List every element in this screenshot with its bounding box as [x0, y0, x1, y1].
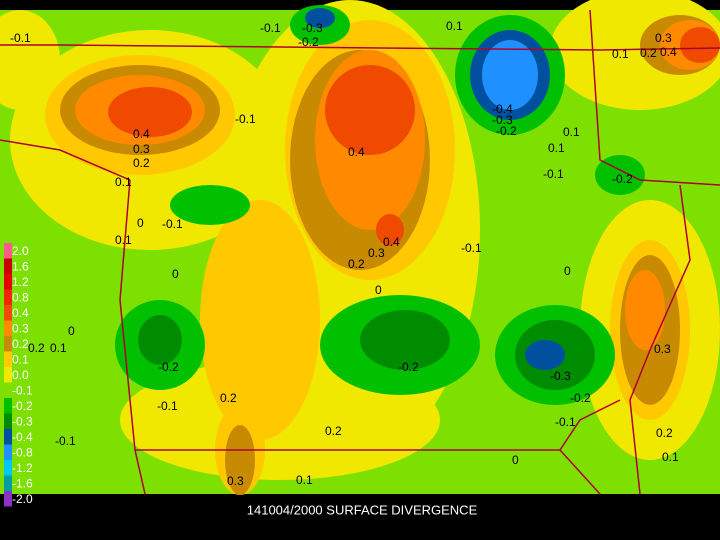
legend-swatch	[4, 336, 12, 352]
contour-label: -0.1	[157, 399, 178, 413]
contour-label: 0	[512, 453, 519, 467]
contour-label: -0.2	[570, 391, 591, 405]
contour-label: 0.3	[133, 142, 150, 156]
contour-label: -0.2	[612, 172, 633, 186]
legend-swatch	[4, 305, 12, 321]
contour-label: 0.3	[655, 31, 672, 45]
legend-label: 0.1	[12, 353, 29, 367]
legend-swatch	[4, 320, 12, 336]
contour-label: -0.1	[10, 31, 31, 45]
legend-swatch	[4, 258, 12, 274]
map-title: 141004/2000 SURFACE DIVERGENCE	[247, 502, 478, 517]
contour-label: 0.1	[563, 125, 580, 139]
legend-label: -0.4	[12, 430, 33, 444]
contour-label: 0.2	[325, 424, 342, 438]
contour-label: 0.4	[660, 45, 677, 59]
contour-label: 0.1	[296, 473, 313, 487]
legend-swatch	[4, 475, 12, 491]
legend-label: -1.2	[12, 461, 33, 475]
contour-label: 0.4	[348, 145, 365, 159]
contour-labels: -0.1-0.1 -0.3-0.20.10.30.1 0.2 0.40.40.30.2…	[10, 19, 679, 488]
legend-label: -0.1	[12, 384, 33, 398]
legend-label: 0.2	[12, 337, 29, 351]
contour-label: 0	[375, 283, 382, 297]
legend-label: 2.0	[12, 244, 29, 258]
contour-label: 0.1	[548, 141, 565, 155]
contour-label: -0.2	[496, 124, 517, 138]
contour-label: 0.1	[115, 175, 132, 189]
contour-label: 0.4	[133, 127, 150, 141]
contour-label: -0.1	[461, 241, 482, 255]
legend-label: 1.2	[12, 275, 29, 289]
legend-swatch	[4, 429, 12, 445]
contour-label: 0	[172, 267, 179, 281]
contour-label: 0.1	[446, 19, 463, 33]
contour-label: -0.2	[298, 35, 319, 49]
legend-swatch	[4, 491, 12, 507]
contour-label: 0.1	[115, 233, 132, 247]
contour-label: 0.4	[383, 235, 400, 249]
contour-label: -0.1	[162, 217, 183, 231]
legend: 2.01.61.20.80.40.30.20.10.0-0.1-0.2-0.3-…	[4, 243, 33, 507]
legend-swatch	[4, 413, 12, 429]
contour-label: 0	[137, 216, 144, 230]
contour-label: 0.2	[640, 46, 657, 60]
legend-swatch	[4, 382, 12, 398]
contour-label: 0.1	[612, 47, 629, 61]
contour-label: -0.1	[235, 112, 256, 126]
contour-label: -0.3	[492, 113, 513, 127]
contour-label: -0.1	[55, 434, 76, 448]
legend-swatch	[4, 398, 12, 414]
contour-label: 0	[564, 264, 571, 278]
contour-label: 0.2	[28, 341, 45, 355]
legend-label: -0.8	[12, 446, 33, 460]
field	[0, 0, 720, 495]
legend-swatch	[4, 243, 12, 259]
legend-label: 0.3	[12, 322, 29, 336]
contour-label: 0.2	[656, 426, 673, 440]
legend-swatch	[4, 367, 12, 383]
legend-label: 0.0	[12, 368, 29, 382]
contour-label: -0.1	[260, 21, 281, 35]
contour-label: 0	[68, 324, 75, 338]
legend-label: -1.6	[12, 477, 33, 491]
legend-label: 1.6	[12, 260, 29, 274]
legend-label: -0.2	[12, 399, 33, 413]
legend-label: 0.8	[12, 291, 29, 305]
contour-label: -0.1	[543, 167, 564, 181]
contour-label: -0.4	[492, 102, 513, 116]
contour-label: 0.1	[50, 341, 67, 355]
legend-label: 0.4	[12, 306, 29, 320]
contour-label: 0.2	[348, 257, 365, 271]
legend-swatch	[4, 351, 12, 367]
contour-label: -0.3	[302, 21, 323, 35]
contour-label: -0.3	[550, 369, 571, 383]
legend-swatch	[4, 444, 12, 460]
contour-label: -0.2	[158, 360, 179, 374]
legend-swatch	[4, 274, 12, 290]
legend-swatch	[4, 460, 12, 476]
contour-label: -0.2	[398, 360, 419, 374]
legend-label: -2.0	[12, 492, 33, 506]
legend-swatch	[4, 289, 12, 305]
contour-label: 0.1	[662, 450, 679, 464]
contour-label: 0.3	[654, 342, 671, 356]
contour-label: 0.2	[133, 156, 150, 170]
contour-label: -0.1	[555, 415, 576, 429]
contour-label: 0.3	[227, 474, 244, 488]
legend-label: -0.3	[12, 415, 33, 429]
contour-label: 0.2	[220, 391, 237, 405]
contour-label: 0.3	[368, 246, 385, 260]
